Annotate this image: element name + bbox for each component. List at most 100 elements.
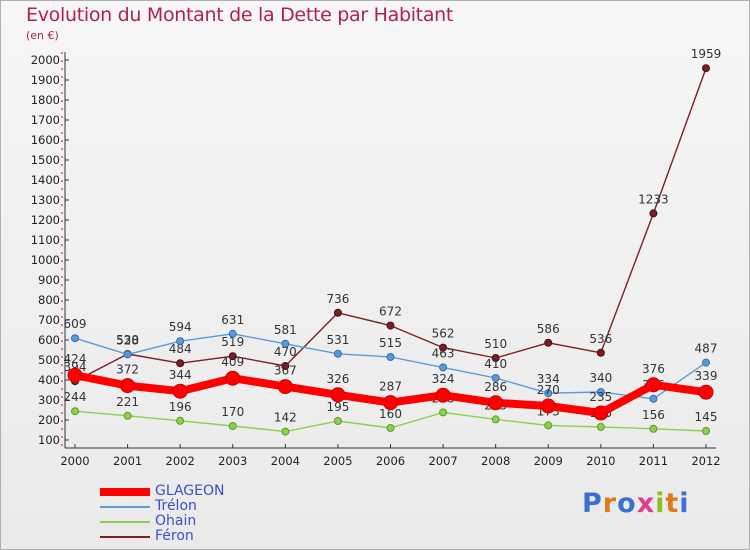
y-tick-label: 400 bbox=[38, 373, 60, 387]
data-point bbox=[439, 408, 448, 417]
logo-letter: P bbox=[582, 488, 603, 519]
data-label: 562 bbox=[432, 327, 455, 341]
x-tick-label: 2004 bbox=[271, 454, 300, 468]
y-tick-label: 900 bbox=[38, 273, 60, 287]
data-point bbox=[386, 321, 395, 330]
y-tick-label: 200 bbox=[38, 413, 60, 427]
y-tick-label: 1200 bbox=[31, 213, 60, 227]
data-point bbox=[277, 379, 293, 395]
data-label: 736 bbox=[326, 292, 349, 306]
data-label: 484 bbox=[169, 342, 192, 356]
data-point bbox=[383, 395, 398, 411]
x-tick-label: 2003 bbox=[218, 454, 247, 468]
logo-letter: i bbox=[655, 488, 666, 519]
data-point bbox=[172, 383, 188, 399]
series-glageon: 424 372 344 409 367 326 287 324 286 270 235 376 339 bbox=[64, 352, 717, 421]
data-point bbox=[123, 411, 132, 420]
data-point bbox=[544, 421, 553, 430]
data-point bbox=[544, 389, 553, 398]
data-point bbox=[176, 337, 185, 346]
data-label: 487 bbox=[695, 342, 718, 356]
data-point bbox=[702, 358, 710, 367]
data-label: 528 bbox=[116, 333, 139, 347]
data-point bbox=[281, 427, 290, 436]
data-label: 530 bbox=[116, 333, 139, 347]
data-label: 463 bbox=[432, 346, 455, 360]
x-tick-label: 2001 bbox=[113, 454, 142, 468]
data-label: 221 bbox=[116, 395, 139, 409]
data-point bbox=[649, 424, 658, 433]
data-point bbox=[593, 405, 609, 421]
data-point bbox=[439, 343, 448, 352]
legend-swatch bbox=[100, 488, 150, 496]
data-label: 470 bbox=[274, 345, 297, 359]
y-tick-label: 1100 bbox=[31, 233, 60, 247]
data-label: 510 bbox=[484, 337, 507, 351]
data-label: 142 bbox=[274, 411, 297, 425]
data-point bbox=[386, 424, 395, 432]
data-point bbox=[596, 388, 605, 396]
data-label: 609 bbox=[64, 317, 87, 331]
data-point bbox=[176, 416, 185, 425]
data-label: 409 bbox=[221, 355, 244, 369]
x-tick-label: 2010 bbox=[586, 454, 615, 468]
data-point bbox=[491, 415, 500, 424]
data-label: 581 bbox=[274, 323, 297, 337]
data-point bbox=[540, 398, 556, 414]
x-tick-label: 2006 bbox=[376, 454, 405, 468]
data-point bbox=[228, 422, 237, 430]
data-label: 340 bbox=[589, 371, 612, 385]
data-label: 372 bbox=[116, 363, 139, 377]
data-point bbox=[435, 387, 451, 403]
data-point bbox=[333, 417, 342, 425]
data-point bbox=[71, 334, 79, 343]
data-label: 519 bbox=[221, 335, 244, 349]
data-label: 1959 bbox=[691, 47, 722, 61]
data-point bbox=[120, 378, 136, 394]
data-label: 235 bbox=[589, 390, 612, 404]
data-label: 586 bbox=[537, 322, 560, 336]
y-tick-label: 700 bbox=[38, 313, 60, 327]
x-tick-label: 2007 bbox=[428, 454, 457, 468]
logo-letter: t bbox=[665, 488, 680, 519]
data-label: 286 bbox=[484, 380, 507, 394]
unit-label: (en €) bbox=[26, 29, 59, 42]
y-tick-label: 1600 bbox=[31, 133, 60, 147]
legend-label: Féron bbox=[155, 528, 194, 544]
data-label: 160 bbox=[379, 407, 402, 421]
data-label: 536 bbox=[589, 332, 612, 346]
y-tick-label: 100 bbox=[38, 433, 60, 447]
y-tick-label: 1700 bbox=[31, 113, 60, 127]
data-point bbox=[491, 374, 500, 382]
data-point bbox=[281, 339, 290, 348]
legend-label: Ohain bbox=[155, 513, 197, 529]
x-tick-label: 2012 bbox=[691, 454, 720, 468]
x-tick-label: 2011 bbox=[639, 454, 668, 468]
data-point bbox=[67, 367, 83, 383]
legend-label: Trélon bbox=[155, 498, 197, 514]
data-label: 376 bbox=[642, 362, 665, 376]
legend-swatch bbox=[100, 521, 150, 523]
logo-letter: i bbox=[679, 488, 690, 519]
y-tick-label: 2000 bbox=[31, 53, 60, 67]
y-tick-label: 1300 bbox=[31, 193, 60, 207]
legend-swatch bbox=[100, 506, 150, 508]
data-label: 367 bbox=[274, 364, 297, 378]
y-tick-label: 1400 bbox=[31, 173, 60, 187]
data-point bbox=[649, 394, 658, 403]
y-tick-label: 800 bbox=[38, 293, 60, 307]
data-label: 531 bbox=[326, 333, 349, 347]
data-label: 156 bbox=[642, 408, 665, 422]
data-point bbox=[702, 427, 710, 435]
data-label: 324 bbox=[432, 372, 455, 386]
data-point bbox=[228, 329, 237, 338]
y-tick-label: 1500 bbox=[31, 153, 60, 167]
data-point bbox=[702, 64, 710, 73]
y-tick-label: 500 bbox=[38, 353, 60, 367]
data-point bbox=[596, 348, 605, 357]
data-label: 195 bbox=[326, 400, 349, 414]
data-point bbox=[386, 353, 395, 361]
data-label: 424 bbox=[64, 352, 87, 366]
data-point bbox=[439, 363, 448, 372]
